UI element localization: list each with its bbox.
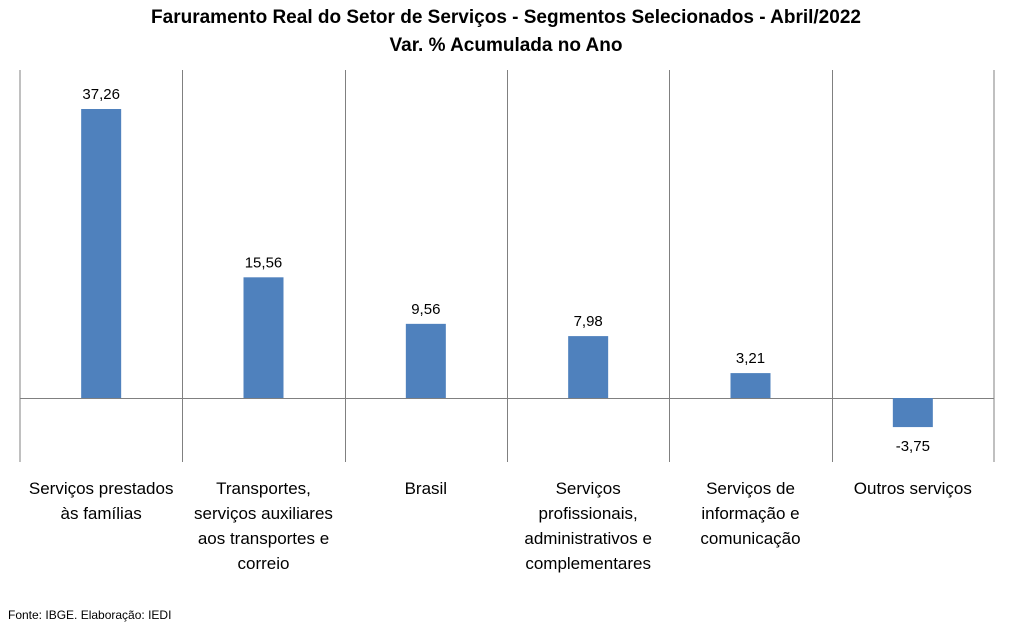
category-label-line: correio [238,554,290,573]
bar [568,336,609,398]
bar [243,277,284,398]
category-label: Serviços de informação e comunicação [700,479,800,548]
category-label-line: Transportes, [216,479,311,498]
category-label-line: Outros serviços [854,479,972,498]
bar [892,398,933,428]
chart-title: Faruramento Real do Setor de Serviços - … [151,7,861,28]
category-label: Serviços prestados às famílias [29,479,174,523]
chart-subtitle: Var. % Acumulada no Ano [389,35,623,56]
category-label-line: profissionais, [539,504,638,523]
category-label-line: Serviços prestados [29,479,174,498]
category-label-line: Serviços [556,479,621,498]
category-label-line: administrativos e [524,529,652,548]
category-label: Transportes, serviços auxiliares aos trans… [194,479,333,573]
category-label: Outros serviços [854,479,972,498]
category-label-line: Serviços de [706,479,795,498]
source-note: Fonte: IBGE. Elaboração: IEDI [8,608,172,622]
category-label-line: informação e [701,504,799,523]
category-label-line: serviços auxiliares [194,504,333,523]
data-label: 37,26 [82,86,120,103]
category-label-line: comunicação [700,529,800,548]
category-label-line: complementares [525,554,651,573]
category-label: Serviços profissionais, administrativos e c… [524,479,652,573]
data-label: 9,56 [411,301,440,318]
bar [730,373,771,398]
category-label-line: às famílias [61,504,142,523]
bar [81,109,122,398]
data-label: 7,98 [574,313,603,330]
category-label: Brasil [405,479,448,498]
data-label: 15,56 [245,254,283,271]
category-label-line: Brasil [405,479,448,498]
category-label-line: aos transportes e [198,529,329,548]
data-label: 3,21 [736,350,765,367]
bar-chart: 37,26 Serviços prestados às famílias 15,56 T… [19,70,995,573]
data-label: -3,75 [896,438,930,455]
bar [405,323,446,398]
